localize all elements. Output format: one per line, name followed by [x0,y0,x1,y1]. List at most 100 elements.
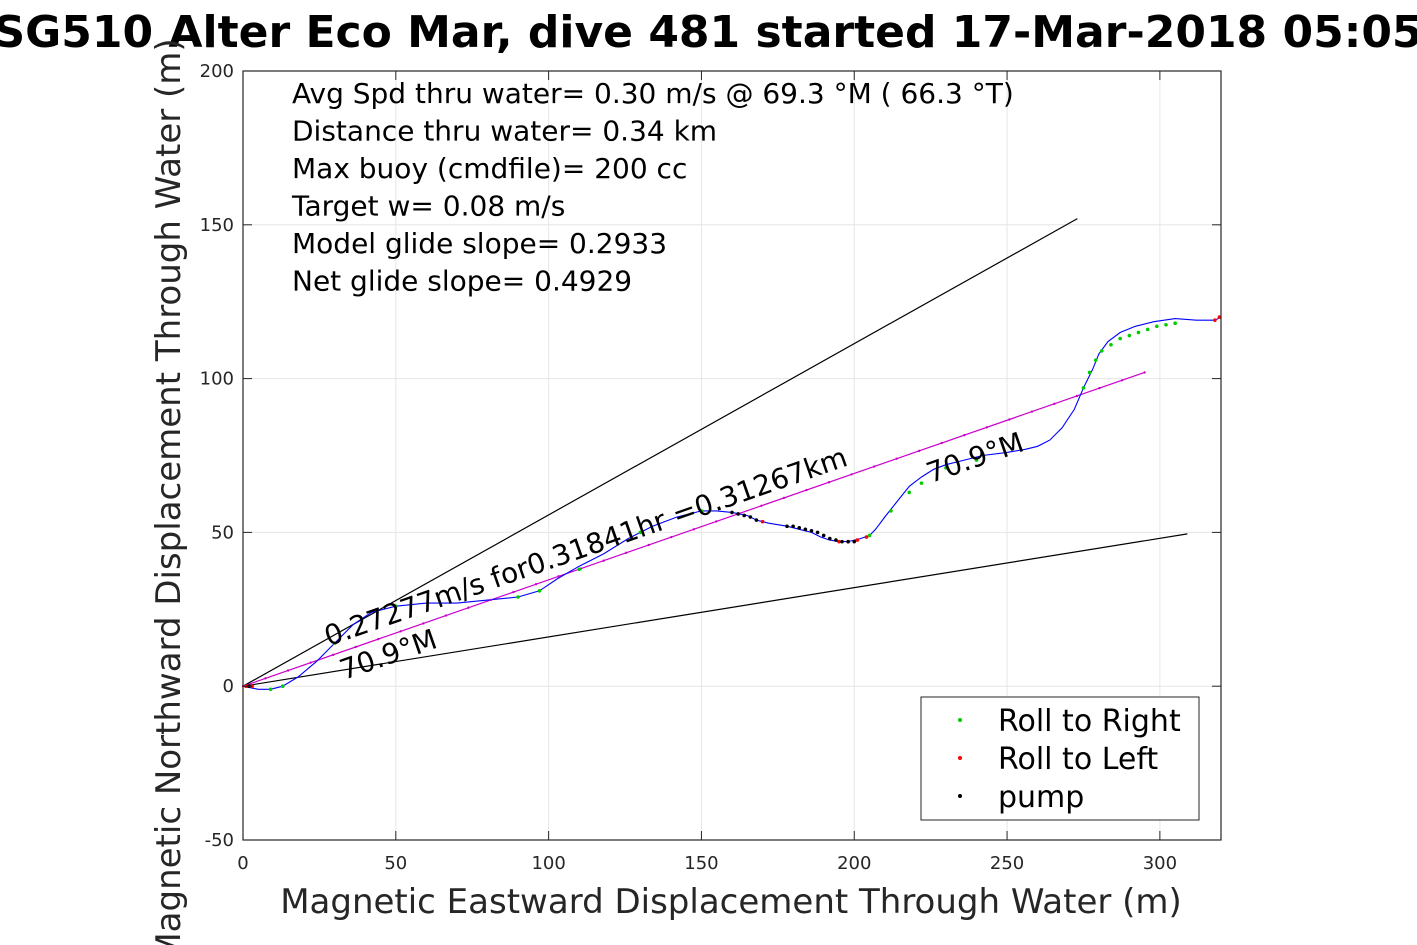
pump-marker [852,539,857,544]
x-tick-label: 0 [237,853,248,874]
net-course-dot [557,575,560,578]
net-course-dot [1030,410,1034,413]
info-line: Distance thru water= 0.34 km [292,115,717,148]
pump-marker [736,512,740,516]
net-course-dot [895,457,898,460]
net-course-dot [624,551,628,555]
net-course-dot [760,504,763,507]
roll-left-marker [864,535,869,539]
pump-marker [742,513,747,518]
net-course-dot [940,441,943,445]
roll-left-marker [760,519,765,524]
roll-right-marker [1164,322,1168,327]
net-course-dot [963,433,966,437]
roll-left-marker [1217,315,1222,319]
net-course-dot [512,590,515,594]
x-tick-label: 100 [531,853,565,874]
pump-marker [791,524,795,529]
net-course-dot [602,559,605,562]
annotation-text: 0.27277m/s for0.31841hr =0.31267km [320,440,851,652]
x-axis-label: Magnetic Eastward Displacement Through W… [280,882,1182,922]
net-course-dot [534,583,538,586]
roll-right-marker [537,589,542,593]
pump-marker [846,539,850,544]
roll-right-marker [907,490,912,495]
x-tick-label: 300 [1143,853,1177,874]
net-course-dot [782,496,786,500]
net-course-dot [715,520,718,523]
x-tick-label: 200 [837,853,871,874]
y-tick-label: 0 [223,676,234,697]
roll-right-marker [1087,370,1092,375]
roll-right-marker [1127,333,1132,338]
net-course-dot [467,606,470,609]
roll-right-marker [268,687,273,692]
roll-right-marker [944,466,948,470]
net-course-dot [1120,379,1124,382]
net-course-dot [1008,418,1011,421]
net-course-dot [309,661,312,664]
net-course-dot [489,598,493,602]
pump-marker [785,524,789,529]
roll-right-marker [638,530,643,535]
y-axis-label: Magnetic Northward Displacement Through … [149,38,189,945]
legend-label: pump [998,780,1084,815]
roll-right-marker [1081,386,1086,390]
legend-marker [958,794,962,798]
net-course-dot [331,653,335,657]
roll-right-marker [577,567,581,572]
net-course-dot [805,488,808,492]
net-course-dot [985,426,989,429]
roll-right-marker [1173,321,1177,326]
net-course-dot [1098,386,1101,390]
legend-box [920,696,1200,821]
roll-right-marker [394,604,398,609]
net-course-dot [1053,402,1056,406]
roll-right-marker [1136,330,1141,335]
chart-title: SG510 Alter Eco Mar, dive 481 started 17… [0,7,1417,58]
info-line: Target w= 0.08 m/s [291,190,565,223]
info-line: Net glide slope= 0.4929 [292,265,632,298]
y-tick-label: 150 [200,215,234,236]
plot-area-frame [242,70,1222,841]
roll-right-marker [1100,349,1104,353]
roll-left-marker [855,538,860,542]
roll-right-marker [1118,336,1122,341]
roll-right-marker [1145,327,1150,332]
course-annotations: 0.27277m/s for0.31841hr =0.31267km 70.9°M… [320,426,1028,687]
roll-right-marker [516,595,520,599]
roll-right-marker [1093,358,1098,362]
roll-left-marker [250,684,254,688]
info-line: Model glide slope= 0.2933 [292,227,667,260]
net-course-dot [444,614,448,617]
roll-right-marker [867,533,872,538]
plot-markers [244,315,1222,692]
pump-marker [797,525,802,530]
roll-right-marker [974,458,979,462]
roll-right-marker [332,641,337,645]
net-course-dot [827,481,831,484]
net-course-dot [1143,371,1146,374]
net-course-dot [264,677,267,680]
y-tick-label: 100 [200,369,234,390]
roll-left-marker [1213,318,1217,322]
net-course-dot [286,669,290,672]
pump-marker [815,530,820,535]
roll-right-marker [919,481,924,485]
roll-right-marker [699,509,704,513]
legend-label: Roll to Left [998,742,1158,777]
info-line: Avg Spd thru water= 0.30 m/s @ 69.3 °M (… [292,77,1014,110]
net-course-dot [422,622,425,625]
net-course-dot [647,543,650,547]
pump-marker [748,515,753,519]
net-course-dot [1075,394,1079,398]
y-tick-label: -50 [205,830,234,851]
pump-marker [803,527,808,532]
plot-series [241,218,1222,690]
dive-info-text: Avg Spd thru water= 0.30 m/s @ 69.3 °M (… [291,77,1014,298]
lower-bound-line-line [242,533,1188,687]
legend-label: Roll to Right [998,704,1181,739]
upper-bound-line-line [242,218,1078,687]
